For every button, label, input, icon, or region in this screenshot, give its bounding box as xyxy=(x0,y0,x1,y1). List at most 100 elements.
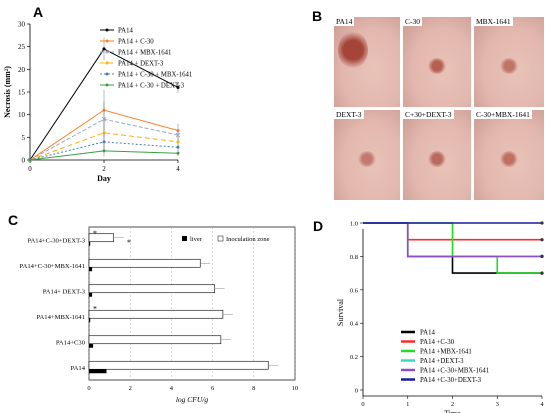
y-tick-label: 30 xyxy=(18,21,26,29)
category-label: PA14+C-30+MBX-1641 xyxy=(20,263,85,270)
x-axis-label: log CFU/g xyxy=(176,395,209,404)
endpoint-marker xyxy=(540,271,544,275)
photo-1: PA14 xyxy=(334,17,400,107)
photo-5: C+30+DEXT-3 xyxy=(403,110,471,200)
legend-label: PA14 +C-30+DEXT-3 xyxy=(420,377,482,384)
bar-inoculation xyxy=(88,284,215,294)
legend-label: PA14 +MBX-1641 xyxy=(420,349,472,356)
panel-letter-a: A xyxy=(33,4,44,20)
data-point xyxy=(176,145,180,149)
photo-3: MBX-1641 xyxy=(474,17,544,107)
y-tick-label: 0.8 xyxy=(350,254,358,261)
legend-label: PA14 + C-30 xyxy=(118,39,154,46)
bar-inoculation xyxy=(88,258,201,268)
panel-letter-b: B xyxy=(312,8,323,24)
data-point xyxy=(28,158,32,162)
cfu-bar-chart: 0 2 4 6 8 10 log CFU/g PA14+C-30+DEXT-3 PA14+C-3… xyxy=(20,226,299,404)
x-tick-label: 10 xyxy=(292,385,299,392)
necrosis-line-chart: 0 5 10 15 20 25 30 0 2 4 Day Necrosis (mm²) PA14 PA14… xyxy=(3,21,192,184)
legend-label: PA14 +C-30+MBX-1641 xyxy=(420,368,489,375)
wound-spot xyxy=(358,151,376,167)
y-tick-label: 20 xyxy=(18,66,26,74)
photo-label: C-30+MBX-1641 xyxy=(474,110,532,119)
x-tick-label: 1 xyxy=(406,401,409,408)
photo-6: C-30+MBX-1641 xyxy=(474,110,544,200)
series-line xyxy=(29,132,179,161)
x-axis-label: Time xyxy=(444,409,461,413)
endpoint-marker xyxy=(540,254,544,258)
legend-label: PA14 + C-30 + DEXT-3 xyxy=(118,83,185,90)
category-label: PA14+C-30+DEXT-3 xyxy=(27,237,85,244)
x-tick-label: 6 xyxy=(211,385,215,392)
legend-marker xyxy=(105,83,109,87)
data-point xyxy=(176,140,180,144)
legend-swatch-liver xyxy=(182,236,187,241)
photo-label: C+30+DEXT-3 xyxy=(403,110,454,119)
y-tick-label: 15 xyxy=(18,89,26,97)
photo-4: DEXT-3 xyxy=(334,110,400,200)
survival-step-chart: 0 0.2 0.4 0.6 0.8 1.0 0 1 2 3 4 Time Survival PA14 PA1… xyxy=(336,221,544,413)
bar-inoculation xyxy=(88,360,269,370)
wound-spot xyxy=(338,31,368,69)
photo-label: PA14 xyxy=(334,17,355,26)
category-label: PA14 xyxy=(71,365,86,372)
bar-liver xyxy=(89,267,93,272)
data-point xyxy=(102,149,106,153)
y-axis-label: Survival xyxy=(336,298,345,326)
legend-label: PA14 +DEXT-3 xyxy=(420,358,464,365)
legend-marker xyxy=(105,50,109,54)
legend-marker xyxy=(105,28,109,32)
legend-label: PA14 xyxy=(420,330,435,337)
x-tick-label: 2 xyxy=(451,401,454,408)
significance-star: * xyxy=(93,305,97,314)
photo-label: C-30 xyxy=(403,17,422,26)
legend-label: Inoculation zone xyxy=(226,236,270,243)
data-point xyxy=(102,47,106,51)
y-tick-label: 0.4 xyxy=(350,321,359,328)
plot-frame xyxy=(88,226,296,381)
y-axis-label: Necrosis (mm²) xyxy=(3,66,12,118)
data-point xyxy=(102,140,106,144)
y-tick-label: 25 xyxy=(18,43,26,51)
legend-label: PA14 xyxy=(118,28,133,35)
data-point xyxy=(176,151,180,155)
y-tick-label: 0 xyxy=(22,157,26,165)
legend-label: PA14 +C-30 xyxy=(420,339,455,346)
category-label: PA14+MBX-1641 xyxy=(36,314,85,321)
legend-label: PA14 + DEXT-3 xyxy=(118,61,164,68)
wound-spot xyxy=(500,58,518,74)
data-point xyxy=(176,85,180,89)
x-tick-label: 4 xyxy=(540,401,544,408)
x-axis-label: Day xyxy=(97,174,111,183)
x-tick-label: 0 xyxy=(361,401,364,408)
y-tick-label: 1.0 xyxy=(350,221,358,228)
endpoint-marker xyxy=(540,238,544,242)
x-tick-label: 0 xyxy=(28,165,32,173)
significance-star: * xyxy=(127,238,131,247)
photo-2: C-30 xyxy=(403,17,471,107)
bar-liver xyxy=(89,318,91,323)
x-tick-label: 0 xyxy=(87,385,90,392)
photo-label: MBX-1641 xyxy=(474,17,513,26)
panel-letter-d: D xyxy=(313,218,324,234)
data-point xyxy=(175,132,181,138)
wound-spot xyxy=(500,151,518,167)
bar-liver xyxy=(89,241,91,246)
y-tick-label: 0.6 xyxy=(350,287,359,294)
legend-label: PA14 + C-30 + MBX-1641 xyxy=(118,72,192,79)
bar-liver xyxy=(89,369,107,374)
bar-liver xyxy=(89,292,93,297)
legend-marker xyxy=(105,72,109,76)
legend-marker xyxy=(105,39,109,43)
bar-inoculation xyxy=(88,309,224,319)
category-label: PA14+ DEXT-3 xyxy=(43,288,86,295)
wound-spot xyxy=(428,58,446,74)
legend-label: PA14 + MBX-1641 xyxy=(118,50,171,57)
y-tick-label: 10 xyxy=(18,111,26,119)
x-tick-label: 3 xyxy=(496,401,499,408)
bar-inoculation xyxy=(88,335,222,345)
y-tick-label: 5 xyxy=(22,134,26,142)
x-tick-label: 8 xyxy=(252,385,255,392)
x-tick-label: 2 xyxy=(129,385,132,392)
endpoint-marker xyxy=(540,221,544,225)
